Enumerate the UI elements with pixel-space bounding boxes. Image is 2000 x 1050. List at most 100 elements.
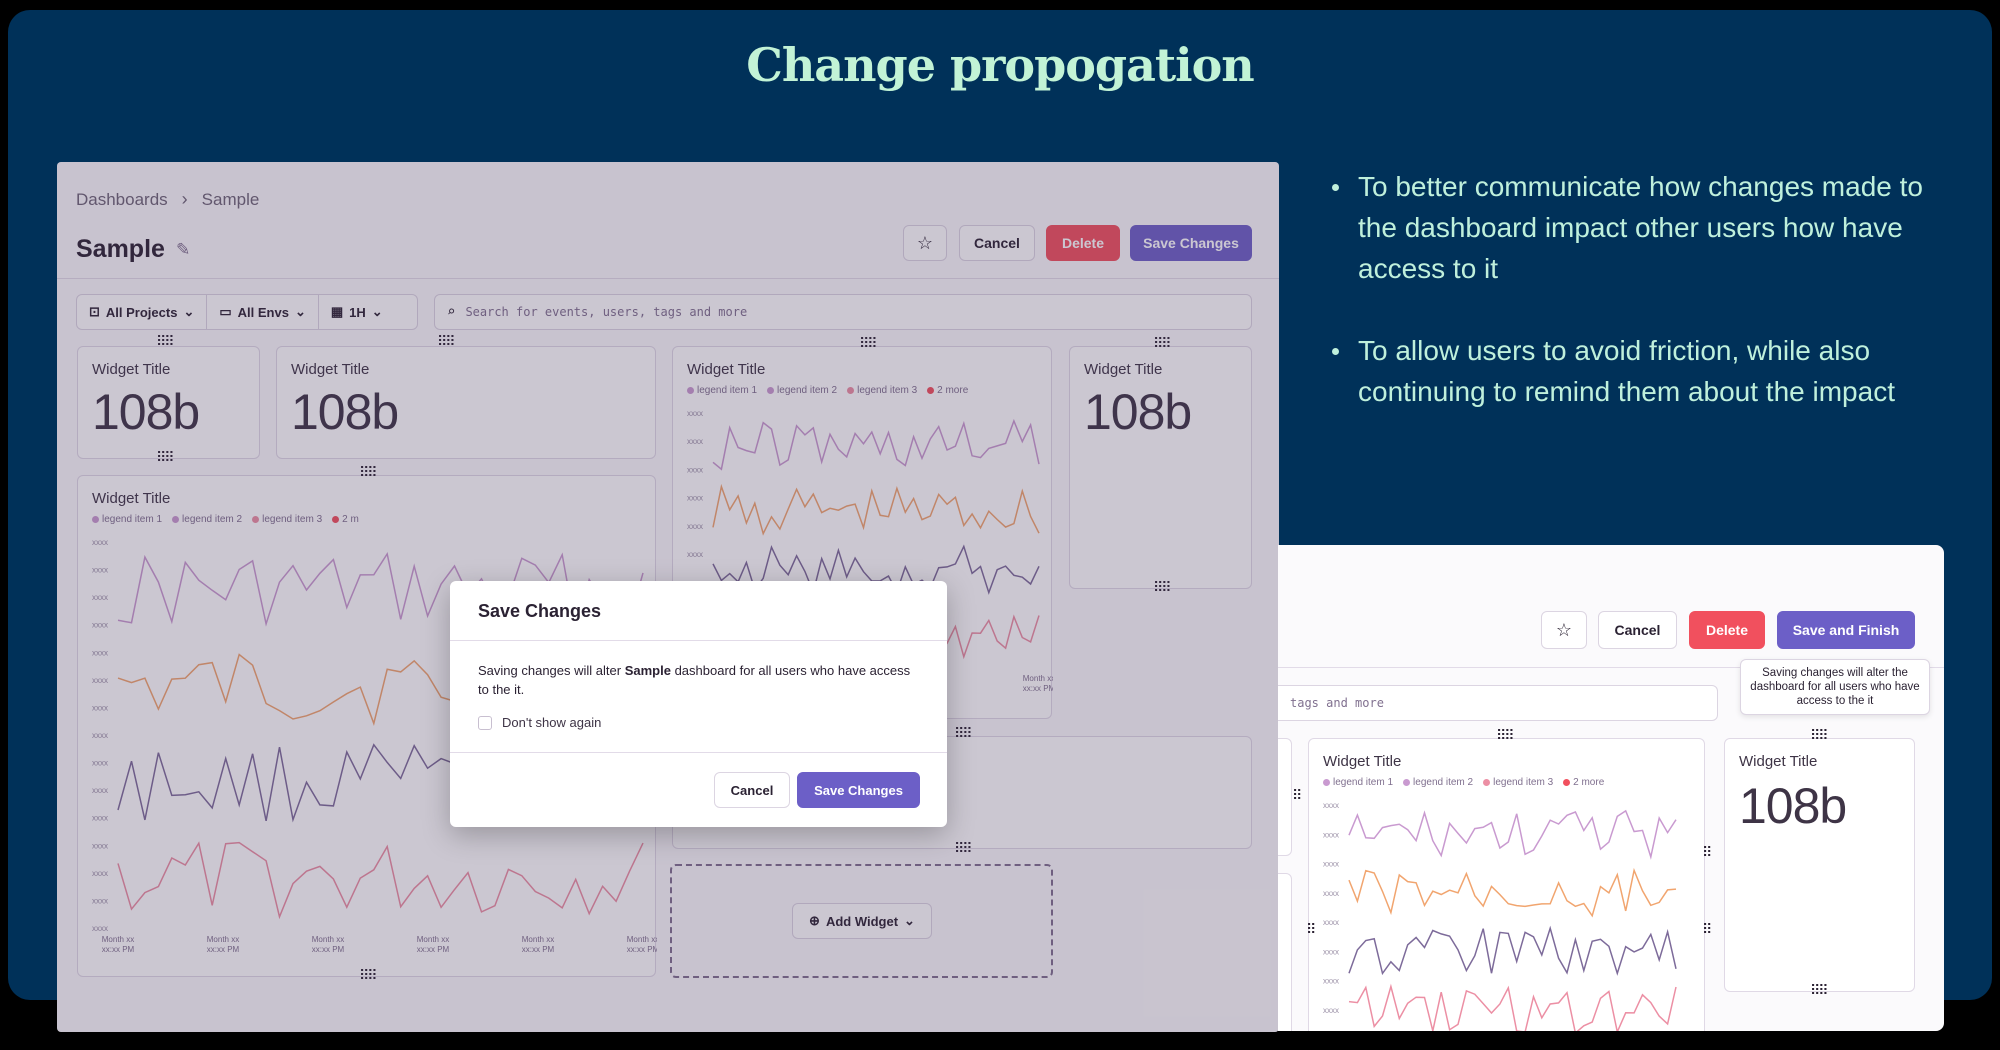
legend-item: legend item 2 — [1403, 777, 1473, 788]
chart-series-line — [1348, 983, 1677, 1031]
modal-save-button[interactable]: Save Changes — [797, 772, 920, 808]
modal-body-text: dashboard for all users who have access … — [478, 663, 911, 697]
legend-item: legend item 3 — [1483, 777, 1553, 788]
x-tick-label: xx:xx PM — [312, 945, 345, 954]
breadcrumb-dashboards[interactable]: Dashboards — [76, 189, 168, 209]
slide-title: Change propogation — [746, 38, 1255, 92]
chevron-down-icon: ⌄ — [371, 304, 383, 319]
drag-handle-icon[interactable]: ⠿⠿ — [859, 335, 877, 351]
chevron-right-icon: › — [181, 189, 188, 209]
checkbox-box[interactable] — [478, 715, 492, 730]
chart-series-line — [117, 551, 644, 629]
drag-handle-icon[interactable]: ⠿⠿ — [1153, 335, 1171, 351]
modal-body: Saving changes will alter Sample dashboa… — [478, 661, 918, 699]
drag-handle-icon[interactable]: ⠿⠿ — [1496, 727, 1514, 743]
legend-item: 2 more — [1563, 777, 1604, 788]
star-icon: ☆ — [1555, 619, 1573, 640]
chart-legend: legend item 1 legend item 2 legend item … — [687, 385, 968, 396]
chevron-down-icon: ⌄ — [904, 913, 915, 928]
search-placeholder: Search for events, users, tags and more — [465, 305, 748, 319]
cancel-button[interactable]: Cancel — [959, 225, 1035, 261]
legend-item: 2 more — [927, 385, 968, 396]
drag-handle-icon[interactable]: ⠿⠿ — [954, 840, 972, 856]
legend-item: legend item 3 — [847, 385, 917, 396]
y-tick-label: xxxx — [92, 648, 108, 657]
page-title: Sample — [76, 235, 165, 263]
dont-show-again-checkbox[interactable]: Don't show again — [478, 715, 601, 730]
legend-item: legend item 1 — [687, 385, 757, 396]
note-bullet-1: To better communicate how changes made t… — [1330, 166, 1930, 289]
y-tick-label: xxxx — [1323, 889, 1339, 898]
filter-bar: ⊡ All Projects ⌄ ▭ All Envs ⌄ ▦ 1H ⌄ — [76, 294, 418, 330]
chart-legend: legend item 1 legend item 2 legend item … — [1323, 777, 1604, 788]
drag-handle-icon[interactable]: ⠿⠿ — [1810, 727, 1828, 743]
widget-big-number-2[interactable]: Widget Title 108b — [276, 346, 656, 459]
delete-button[interactable]: Delete — [1046, 225, 1120, 261]
drag-handle-icon[interactable]: ⠿⠿ — [1810, 982, 1828, 998]
drag-handle-icon[interactable]: ⠿ — [1702, 844, 1712, 860]
chart-series-line — [1348, 867, 1677, 918]
env-icon: ▭ — [219, 304, 232, 319]
save-and-finish-button[interactable]: Save and Finish — [1777, 611, 1915, 649]
y-tick-label: xxxx — [1323, 977, 1339, 986]
drag-handle-icon[interactable]: ⠿ — [1292, 787, 1302, 803]
x-tick-label: Month xx — [417, 935, 449, 944]
modal-cancel-button[interactable]: Cancel — [714, 772, 790, 808]
drag-handle-icon[interactable]: ⠿⠿ — [954, 725, 972, 741]
edit-pencil-icon[interactable]: ✎ — [176, 240, 191, 259]
star-button[interactable]: ☆ — [903, 225, 947, 261]
period-filter-label: 1H — [349, 304, 366, 320]
drag-handle-icon[interactable]: ⠿⠿ — [359, 967, 377, 983]
project-icon: ⊡ — [89, 304, 100, 319]
search-placeholder: tags and more — [1290, 696, 1384, 710]
widget-line-chart[interactable]: Widget Title legend item 1 legend item 2… — [1308, 738, 1705, 1031]
legend-item: legend item 3 — [252, 514, 322, 525]
calendar-icon: ▦ — [330, 304, 344, 319]
add-widget-button[interactable]: ⊕ Add Widget ⌄ — [792, 903, 932, 939]
y-tick-label: xxxx — [92, 731, 108, 740]
breadcrumb-sample[interactable]: Sample — [201, 189, 260, 209]
env-filter[interactable]: ▭ All Envs ⌄ — [207, 295, 319, 329]
legend-item: 2 m — [332, 514, 359, 525]
widget-big-number-1[interactable]: Widget Title 108b — [77, 346, 260, 459]
drag-handle-icon[interactable]: ⠿⠿ — [1153, 579, 1171, 595]
y-tick-label: xxxx — [92, 566, 108, 575]
star-button[interactable]: ☆ — [1541, 611, 1587, 649]
drag-handle-icon[interactable]: ⠿⠿ — [156, 333, 174, 349]
period-filter[interactable]: ▦ 1H ⌄ — [319, 295, 395, 329]
y-tick-label: xxxx — [92, 841, 108, 850]
drag-handle-icon[interactable]: ⠿⠿ — [359, 464, 377, 480]
y-tick-label: xxxx — [92, 676, 108, 685]
widget-partial[interactable] — [1278, 873, 1292, 1031]
drag-handle-icon[interactable]: ⠿⠿ — [437, 333, 455, 349]
widget-big-number-3[interactable]: Widget Title 108b — [1069, 346, 1252, 589]
note-bullet-2: To allow users to avoid friction, while … — [1330, 330, 1930, 412]
save-changes-button[interactable]: Save Changes — [1130, 225, 1252, 261]
widget-big-number[interactable]: Widget Title 108b — [1724, 738, 1915, 992]
env-filter-label: All Envs — [237, 304, 289, 320]
search-input[interactable]: ⌕ Search for events, users, tags and mor… — [434, 294, 1252, 330]
project-filter[interactable]: ⊡ All Projects ⌄ — [77, 295, 208, 329]
x-tick-label: xx:xx PM — [102, 945, 135, 954]
widget-value: 108b — [92, 384, 200, 440]
drag-handle-icon[interactable]: ⠿ — [1306, 921, 1316, 937]
legend-item: legend item 1 — [1323, 777, 1393, 788]
y-tick-label: xxxx — [1323, 801, 1339, 810]
project-filter-label: All Projects — [105, 304, 178, 320]
y-tick-label: xxxx — [92, 538, 108, 547]
drag-handle-icon[interactable]: ⠿ — [1702, 921, 1712, 937]
search-input[interactable]: tags and more — [1278, 685, 1718, 721]
delete-button[interactable]: Delete — [1689, 611, 1765, 649]
x-tick-label: Month xx — [102, 935, 134, 944]
cancel-button[interactable]: Cancel — [1598, 611, 1677, 649]
chart-series-line — [712, 544, 1040, 595]
legend-item: legend item 2 — [767, 385, 837, 396]
plus-circle-icon: ⊕ — [809, 913, 820, 928]
drag-handle-icon[interactable]: ⠿⠿ — [156, 449, 174, 465]
y-tick-label: xxxx — [687, 409, 703, 418]
widget-partial[interactable] — [1278, 738, 1292, 856]
star-icon: ☆ — [916, 232, 934, 253]
y-tick-label: xxxx — [687, 522, 703, 531]
y-tick-label: xxxx — [92, 869, 108, 878]
